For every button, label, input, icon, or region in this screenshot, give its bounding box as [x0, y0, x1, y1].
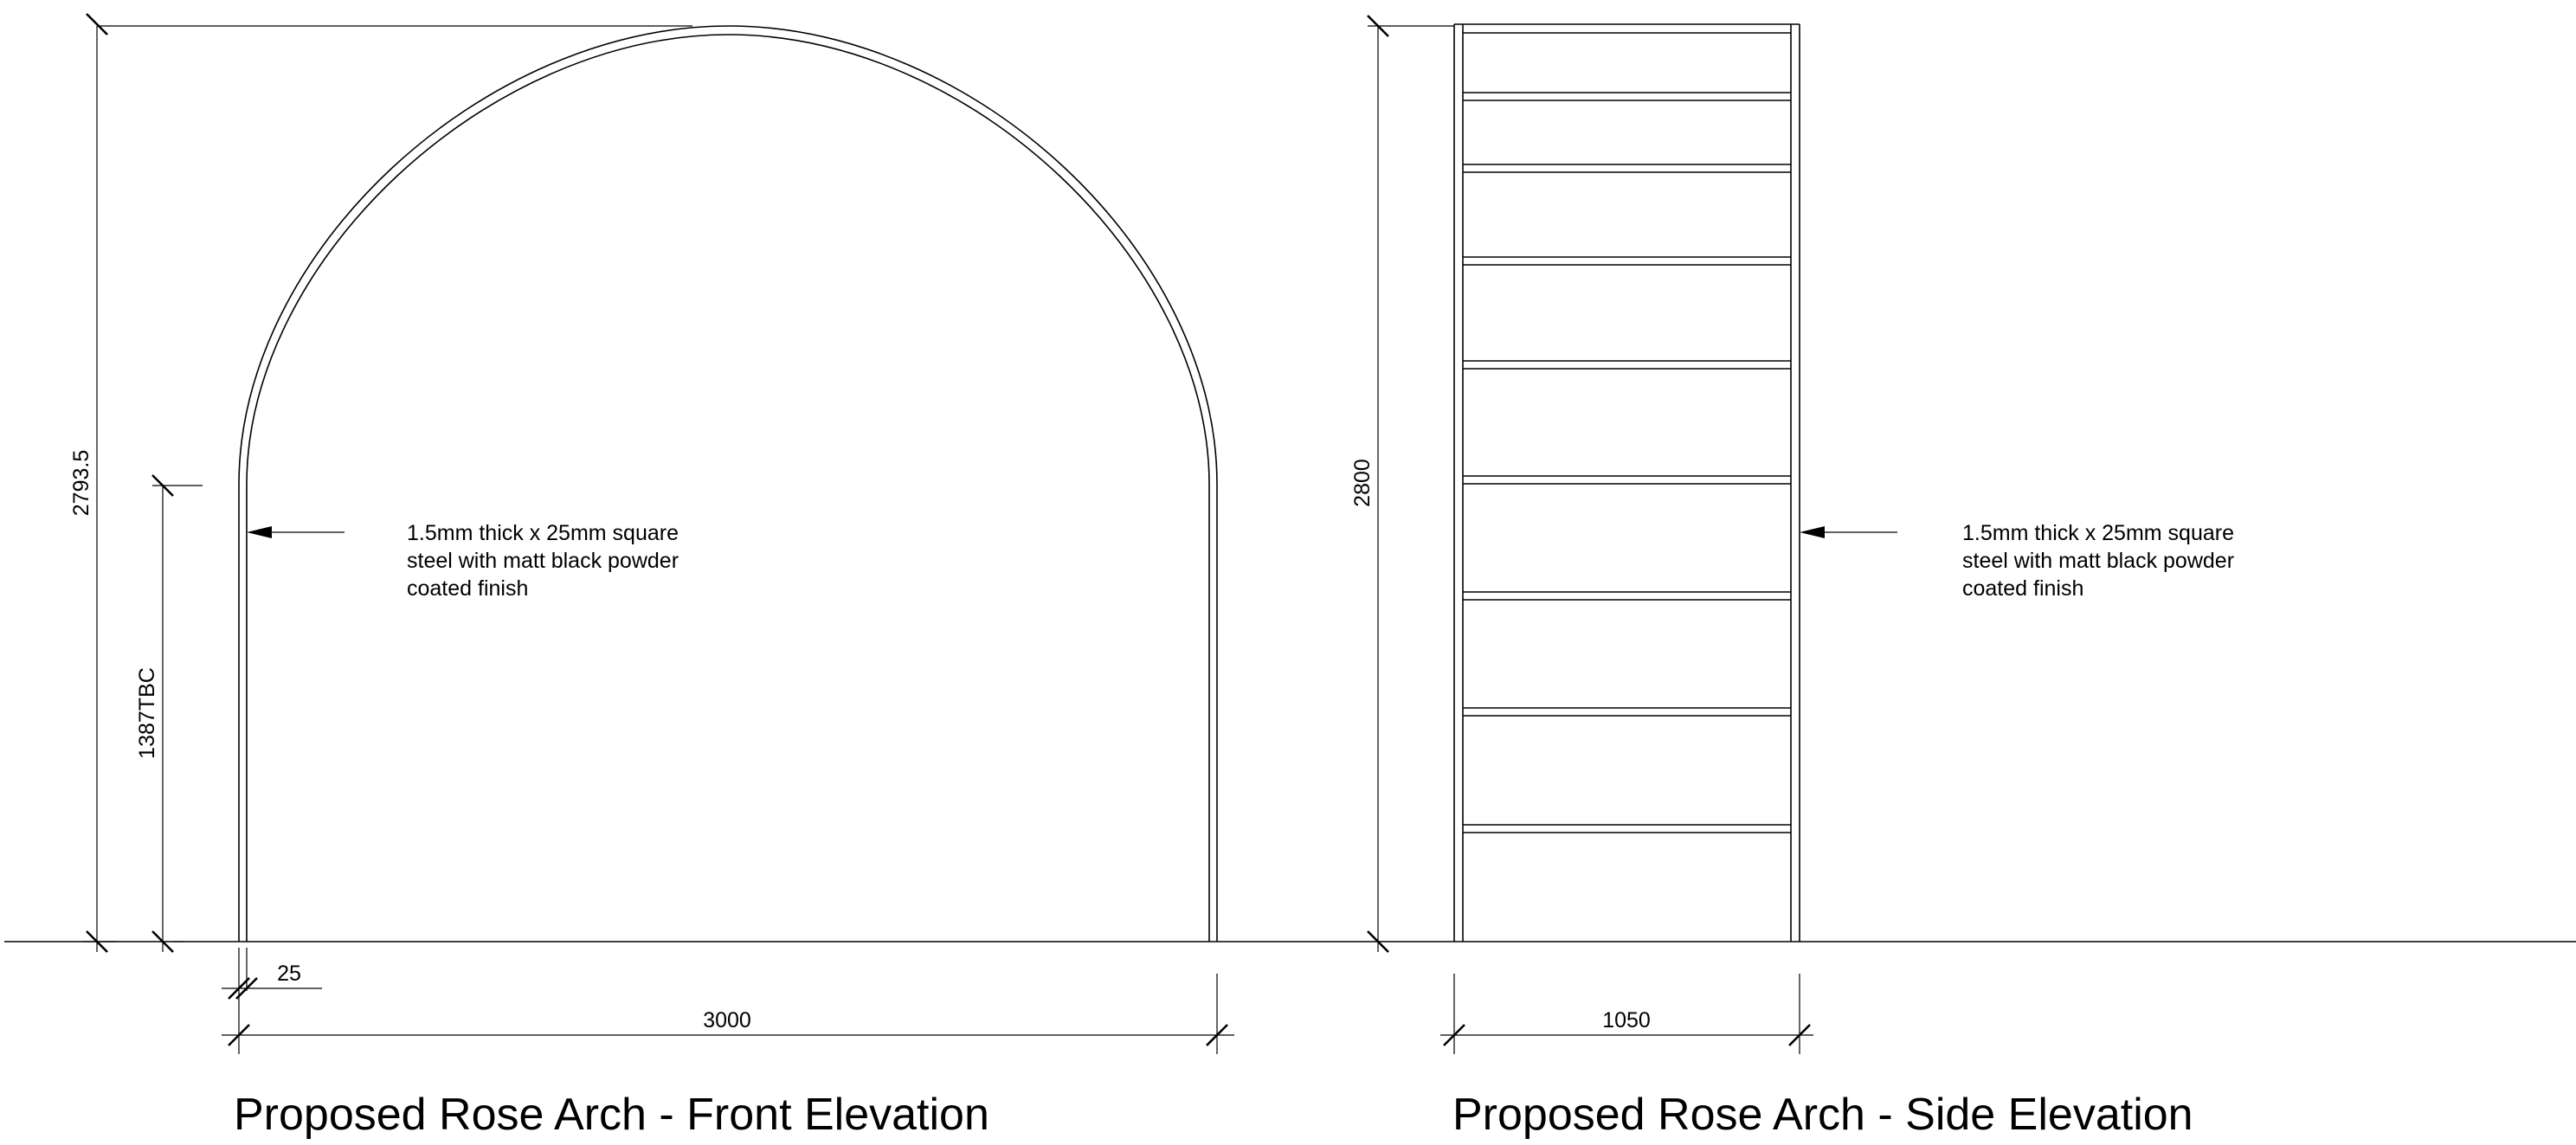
arch-outer-line [238, 25, 1218, 942]
tube-width-dimension: 25 [222, 948, 322, 1000]
overall-height-label: 2793.5 [69, 450, 93, 516]
front-note-line-2: steel with matt black powder [407, 549, 679, 573]
side-note-line-3: coated finish [1962, 576, 2083, 601]
front-width-label: 3000 [703, 1008, 751, 1032]
side-elevation-title: Proposed Rose Arch - Side Elevation [1452, 1090, 2193, 1140]
front-elevation-title: Proposed Rose Arch - Front Elevation [234, 1090, 989, 1140]
side-height-label: 2800 [1350, 459, 1375, 507]
tube-width-label: 25 [277, 962, 301, 986]
front-note-line-1: 1.5mm thick x 25mm square [407, 521, 679, 545]
front-material-callout: 1.5mm thick x 25mm square steel with mat… [247, 521, 685, 601]
side-material-note: 1.5mm thick x 25mm square steel with mat… [1962, 521, 2240, 601]
side-frame [1453, 23, 1800, 942]
front-elevation: 2793.5 1387TBC 25 3000 [69, 13, 1234, 1140]
arch-frame [238, 25, 1218, 942]
front-width-dimension: 3000 [222, 974, 1234, 1054]
leg-height-dimension: 1387TBC [135, 474, 203, 953]
overall-height-dimension: 2793.5 [69, 13, 692, 953]
leg-height-label: 1387TBC [135, 667, 159, 759]
side-note-line-2: steel with matt black powder [1962, 549, 2234, 573]
front-material-note: 1.5mm thick x 25mm square steel with mat… [407, 521, 685, 601]
side-elevation: 2800 1050 1.5mm thick x 25mm square stee… [1350, 15, 2240, 1140]
side-note-line-1: 1.5mm thick x 25mm square [1962, 521, 2234, 545]
side-material-callout: 1.5mm thick x 25mm square steel with mat… [1800, 521, 2240, 601]
side-height-dimension: 2800 [1350, 15, 1454, 953]
side-arrowhead [1800, 526, 1825, 538]
front-arrowhead [247, 526, 272, 538]
side-width-dimension: 1050 [1440, 974, 1813, 1054]
side-rails [1463, 92, 1791, 833]
arch-inner-line [246, 34, 1210, 942]
front-note-line-3: coated finish [407, 576, 528, 601]
side-width-label: 1050 [1602, 1008, 1651, 1032]
